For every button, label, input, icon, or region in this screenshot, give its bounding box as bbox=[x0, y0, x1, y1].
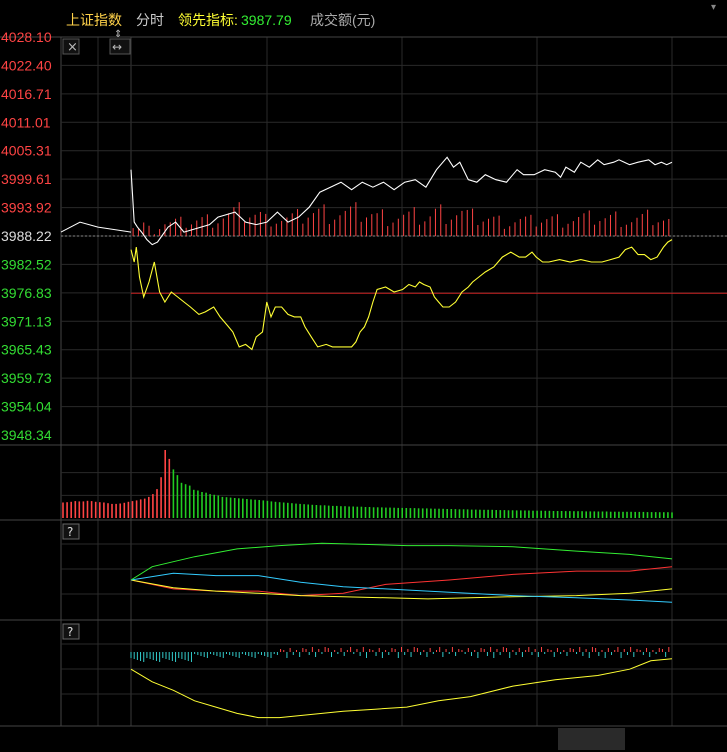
y-tick-label: 4005.31 bbox=[1, 143, 52, 159]
index-name[interactable]: 上证指数 bbox=[66, 12, 122, 28]
close-button[interactable]: × bbox=[62, 38, 80, 55]
close-icon: × bbox=[67, 40, 78, 55]
game-help-button[interactable]: ? bbox=[62, 523, 80, 540]
ddx-cum-line bbox=[130, 658, 673, 719]
y-tick-label: 4022.40 bbox=[1, 57, 52, 73]
time-cursor-box bbox=[558, 728, 625, 750]
price-line bbox=[130, 156, 673, 246]
header-bar: 上证指数 分时 领先指标: 3987.79 成交额(元) ▾ bbox=[66, 2, 716, 28]
y-tick-label: 4011.01 bbox=[1, 114, 51, 130]
game-panel: ? bbox=[61, 523, 727, 603]
volume-label: 成交额(元) bbox=[310, 12, 375, 28]
ddx-panel: ? bbox=[61, 623, 727, 719]
y-tick-label: 3965.43 bbox=[1, 342, 52, 358]
help-icon: ? bbox=[67, 625, 73, 639]
y-tick-label: 3988.22 bbox=[1, 228, 52, 244]
price-panel: 4028.10 4022.40 4016.71 4011.01 4005.31 3999.… bbox=[1, 29, 727, 443]
leader-line bbox=[130, 239, 673, 351]
help-icon: ? bbox=[67, 525, 73, 539]
y-tick-label: 4028.10 bbox=[1, 29, 52, 45]
y-tick-label: 4016.71 bbox=[1, 86, 52, 102]
x-axis bbox=[558, 728, 625, 750]
leader-label: 领先指标: bbox=[178, 12, 238, 28]
ddx-help-button[interactable]: ? bbox=[62, 623, 80, 640]
grid-frame bbox=[0, 36, 727, 727]
drag-handle-button[interactable]: ↔ ⇕ bbox=[109, 29, 131, 55]
pin-icon[interactable]: ▾ bbox=[711, 2, 716, 13]
swap-icon: ↔ bbox=[112, 40, 122, 54]
y-tick-label: 3971.13 bbox=[1, 313, 52, 329]
y-tick-label: 3999.61 bbox=[1, 171, 52, 187]
resize-icon: ⇕ bbox=[114, 29, 122, 40]
leader-value: 3987.79 bbox=[241, 12, 292, 28]
y-tick-label: 3948.34 bbox=[1, 427, 52, 443]
mid-line bbox=[130, 572, 673, 603]
volume-panel bbox=[61, 450, 727, 518]
y-tick-label: 3954.04 bbox=[1, 399, 52, 415]
mode-label[interactable]: 分时 bbox=[136, 12, 164, 28]
y-tick-label: 3982.52 bbox=[1, 256, 52, 272]
premarket-line bbox=[60, 221, 132, 233]
y-tick-label: 3976.83 bbox=[1, 285, 52, 301]
retail-line bbox=[130, 542, 673, 581]
y-tick-label: 3959.73 bbox=[1, 370, 52, 386]
big-line bbox=[130, 579, 673, 600]
y-tick-label: 3993.92 bbox=[1, 200, 52, 216]
